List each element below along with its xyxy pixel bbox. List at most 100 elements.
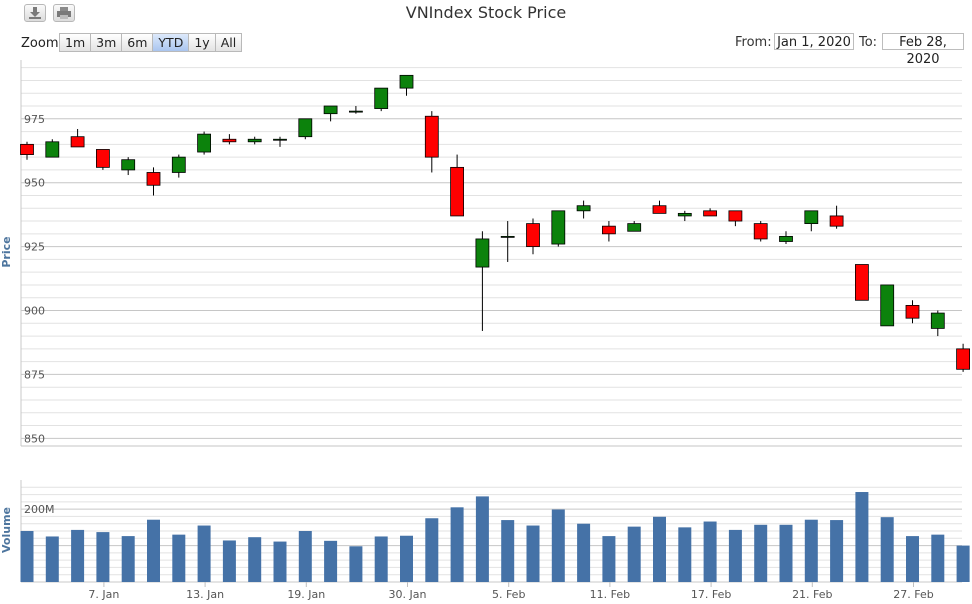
x-tick-label: 17. Feb <box>691 588 731 601</box>
x-tick-label: 27. Feb <box>893 588 933 601</box>
price-gridlines <box>21 67 962 447</box>
print-icon <box>57 7 71 19</box>
volume-bars <box>20 492 970 582</box>
candle-up <box>804 210 819 225</box>
candle-down <box>652 205 667 214</box>
volume-bar <box>273 541 287 582</box>
volume-bar <box>222 540 236 582</box>
volume-bar <box>627 526 641 582</box>
range-to-label: To: <box>859 35 878 50</box>
candle-down <box>222 138 237 143</box>
price-tick-label: 850 <box>24 432 45 445</box>
volume-bar <box>425 518 439 582</box>
candle-up <box>121 159 136 171</box>
volume-bar <box>956 545 970 582</box>
volume-bar <box>703 521 717 582</box>
volume-bar <box>45 536 59 582</box>
x-tick-label: 19. Jan <box>287 588 325 601</box>
zoom-all-button[interactable]: All <box>214 33 243 52</box>
candle-up <box>677 212 692 217</box>
candle-down <box>146 172 161 186</box>
price-tick-label: 925 <box>24 241 45 254</box>
volume-bar <box>880 517 894 582</box>
volume-bar <box>754 524 768 582</box>
candle-up <box>779 235 793 242</box>
zoom-6m-button[interactable]: 6m <box>121 33 154 52</box>
volume-gridlines <box>21 486 962 583</box>
candle-down <box>753 223 768 240</box>
print-button[interactable] <box>53 4 75 22</box>
x-tick-label: 11. Feb <box>590 588 630 601</box>
price-tick-label: 875 <box>24 368 45 381</box>
x-tick-label: 7. Jan <box>88 588 119 601</box>
candle-up <box>348 110 363 113</box>
volume-bar <box>349 546 363 582</box>
volume-bar <box>577 523 591 582</box>
price-tick-label: 950 <box>24 177 45 190</box>
volume-bar <box>172 534 186 582</box>
volume-bar <box>475 496 489 582</box>
download-button[interactable] <box>24 4 46 22</box>
volume-bar <box>678 527 692 582</box>
candle-down <box>703 210 717 217</box>
volume-bar <box>501 520 515 582</box>
candle-up <box>930 312 945 329</box>
candle-down <box>424 115 439 158</box>
download-icon <box>29 7 41 19</box>
candle-up <box>551 210 566 245</box>
price-tick-label: 900 <box>24 305 45 318</box>
volume-bar <box>374 536 388 582</box>
volume-bar <box>400 535 413 582</box>
candle-down <box>70 136 85 148</box>
candle-down <box>96 149 110 168</box>
candle-down <box>829 215 844 227</box>
candle-up <box>247 138 262 143</box>
candle-up <box>298 118 313 138</box>
volume-bar <box>450 507 464 582</box>
candle-down <box>905 305 920 319</box>
volume-bar <box>20 531 34 582</box>
volume-bar <box>71 529 85 582</box>
zoom-ytd-button[interactable]: YTD <box>152 33 190 52</box>
range-from-input[interactable]: Jan 1, 2020 <box>774 33 854 50</box>
chart-title: VNIndex Stock Price <box>405 3 567 22</box>
volume-bar <box>653 516 666 582</box>
candle-up <box>197 133 212 153</box>
volume-bar <box>96 532 110 582</box>
candle-up <box>475 238 490 268</box>
x-tick-label: 13. Jan <box>186 588 224 601</box>
volume-bar <box>906 536 919 582</box>
candle-up <box>880 284 895 327</box>
candle-up <box>576 205 591 212</box>
candle-down <box>20 143 34 155</box>
volume-bar <box>855 492 869 582</box>
zoom-1y-button[interactable]: 1y <box>188 33 216 52</box>
x-tick-label: 5. Feb <box>492 588 525 601</box>
candle-down <box>956 348 970 370</box>
volume-tick-label: 200M <box>24 503 55 516</box>
volume-bar <box>526 525 540 582</box>
x-tick-label: 30. Jan <box>389 588 427 601</box>
volume-bar <box>248 537 262 582</box>
candle-up <box>45 141 60 158</box>
candle-down <box>728 210 743 222</box>
range-to-input[interactable]: Feb 28, 2020 <box>882 33 964 67</box>
candle-up <box>374 87 389 109</box>
x-axis-ticks: 7. Jan 13. Jan 19. Jan 30. Jan 5. Feb 11. Feb… <box>88 582 934 601</box>
volume-bar <box>804 519 818 582</box>
volume-bar <box>147 519 160 582</box>
volume-bar <box>324 540 338 582</box>
candle-up <box>500 235 515 238</box>
volume-bar <box>602 536 616 582</box>
zoom-1m-button[interactable]: 1m <box>59 33 92 52</box>
price-tick-label: 975 <box>24 113 45 126</box>
zoom-buttons: 1m 3m 6m YTD 1y All <box>59 33 243 52</box>
candle-down <box>855 264 869 301</box>
zoom-3m-button[interactable]: 3m <box>90 33 123 52</box>
range-from-label: From: <box>735 35 772 50</box>
volume-bar <box>830 520 844 582</box>
volume-axis-label: Volume <box>0 507 13 553</box>
volume-bar <box>551 509 565 582</box>
price-axis-label: Price <box>0 236 13 267</box>
